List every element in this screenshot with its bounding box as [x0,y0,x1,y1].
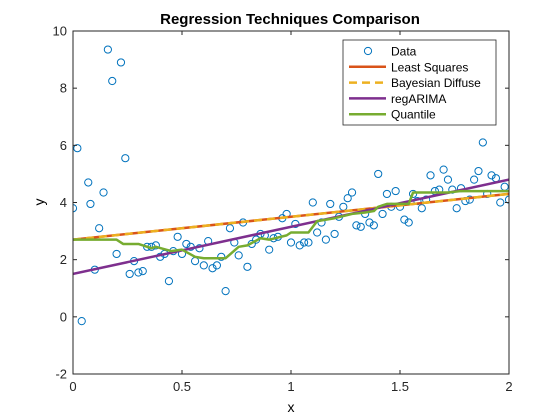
data-point [265,245,274,254]
data-point [125,269,134,279]
y-tick-label: 2 [60,252,67,267]
data-point [164,277,174,286]
data-point [151,241,160,250]
data-point [212,261,221,270]
data-point [77,317,86,326]
series-line-regarima [73,178,509,276]
data-point [217,252,226,261]
data-point [343,194,352,203]
x-tick-label: 1.5 [391,379,409,394]
data-point [478,138,487,147]
y-tick-label: 0 [60,309,67,324]
data-point [299,238,309,247]
data-point [382,189,392,199]
series-line-bayesian-diffuse [73,192,509,241]
data-point [199,261,208,270]
y-tick-label: 6 [60,138,67,153]
data-point [308,198,317,207]
data-point [374,169,383,179]
y-tick-label: 4 [60,195,67,210]
data-point [365,218,374,227]
legend-label: Bayesian Diffuse [391,76,481,90]
data-point [474,166,483,176]
data-point [452,204,461,213]
data-point [330,229,339,239]
data-point [225,224,235,233]
legend-marker-data [363,46,373,56]
data-point [317,218,326,227]
chart-title: Regression Techniques Comparison [160,11,420,28]
data-point [347,188,357,197]
x-tick-label: 0 [69,379,76,394]
data-point [86,199,95,209]
data-point [108,76,117,86]
data-point [487,171,496,180]
x-axis-label: x [288,399,295,415]
data-point [443,175,453,184]
data-point [400,215,409,224]
series-line-quantile [73,189,509,260]
data-point [138,267,147,276]
data-point [321,235,330,244]
data-point [369,221,378,230]
y-tick-label: 10 [53,24,67,39]
data-point [439,165,448,174]
data-point [73,144,82,153]
data-point [404,218,413,227]
data-point [496,198,505,207]
data-point [173,232,182,241]
legend-label: Least Squares [391,60,468,74]
data-point [208,264,217,273]
data-point [378,209,387,219]
x-tick-label: 1 [287,379,294,394]
line-layer [73,178,509,276]
x-tick-label: 2 [505,379,512,394]
legend-label: Quantile [391,108,436,122]
data-point [295,241,304,250]
data-point [121,154,130,163]
data-point [116,58,126,67]
data-point [356,222,365,231]
data-point [103,45,112,54]
data-point [426,171,435,180]
data-point [134,268,143,277]
x-tick-label: 0.5 [173,379,191,394]
data-point [391,186,400,196]
data-point [84,178,93,187]
data-point [243,262,252,271]
data-point [95,224,104,233]
data-point [304,238,313,247]
y-tick-label: -2 [55,367,67,382]
data-point [408,189,418,199]
legend-label: regARIMA [391,92,446,106]
data-point [234,251,243,260]
data-point [221,287,230,296]
data-point [99,188,108,197]
data-point [112,249,121,259]
data-point [326,199,335,209]
y-axis-label: y [31,199,47,206]
legend-label-data: Data [391,45,417,59]
y-tick-label: 8 [60,81,67,96]
data-point [182,239,191,249]
data-point [352,221,361,230]
data-point [313,228,322,237]
data-point [286,238,296,247]
data-point [470,175,479,184]
data-point [417,204,426,213]
